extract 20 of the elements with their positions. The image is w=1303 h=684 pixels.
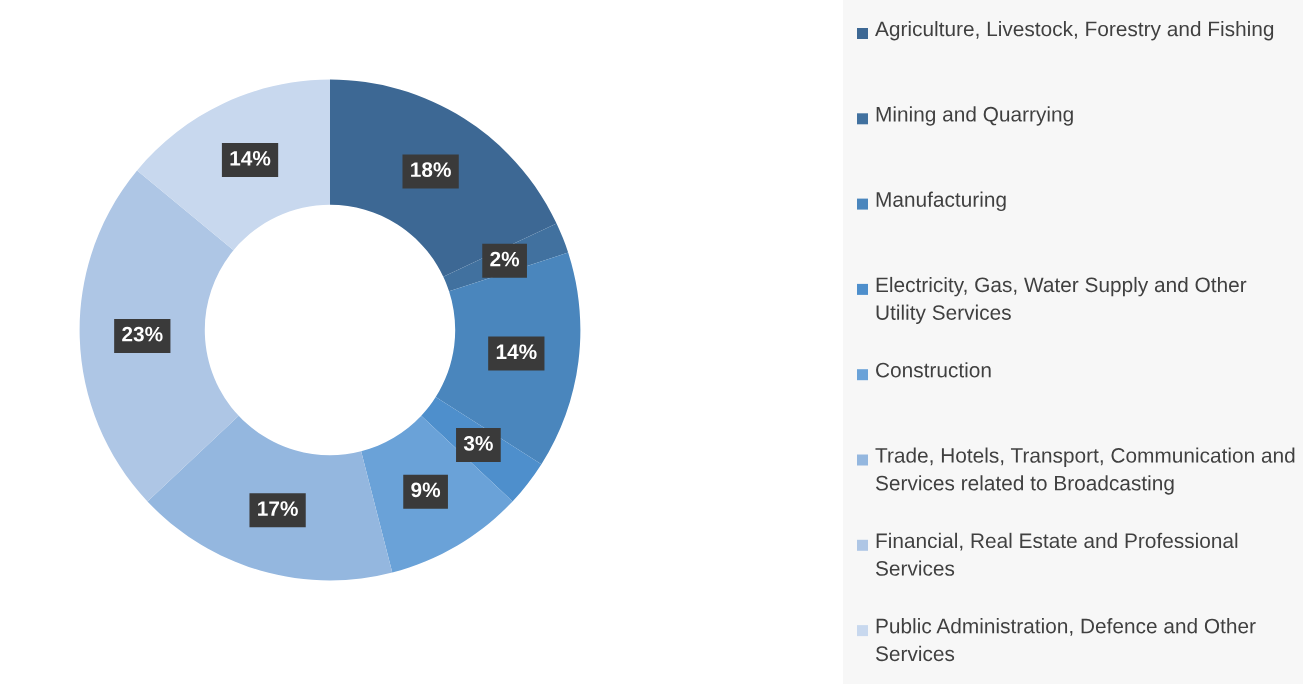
data-label: 17% [258,501,298,516]
donut-slice [137,79,330,251]
data-label: 18% [411,162,451,178]
data-label: 14% [496,344,537,360]
legend-label: Agriculture, Livestock, Forestry and Fishing [875,21,1274,41]
legend-label: Construction [876,362,991,378]
legend-label: Mining and Quarrying [876,106,1073,126]
data-label: 14% [230,150,271,166]
legend-label: Financial, Real Estate and Professional Services [875,532,1238,576]
donut-slice [79,170,239,502]
donut-slice [435,252,581,465]
donut-slice [147,415,393,581]
legend-label: Trade, Hotels, Transport, Communication and Services related to Broadcasting [875,447,1295,495]
legend-label: Electricity, Gas, Water Supply and Other Utility Services [876,276,1247,325]
legend-label: Public Administration, Defence and Other Services [875,618,1256,662]
data-label: 23% [122,326,163,342]
data-label: 2% [490,251,520,267]
data-label: 9% [411,482,441,498]
legend-label: Manufacturing [876,191,1006,212]
data-label: 3% [463,435,493,451]
